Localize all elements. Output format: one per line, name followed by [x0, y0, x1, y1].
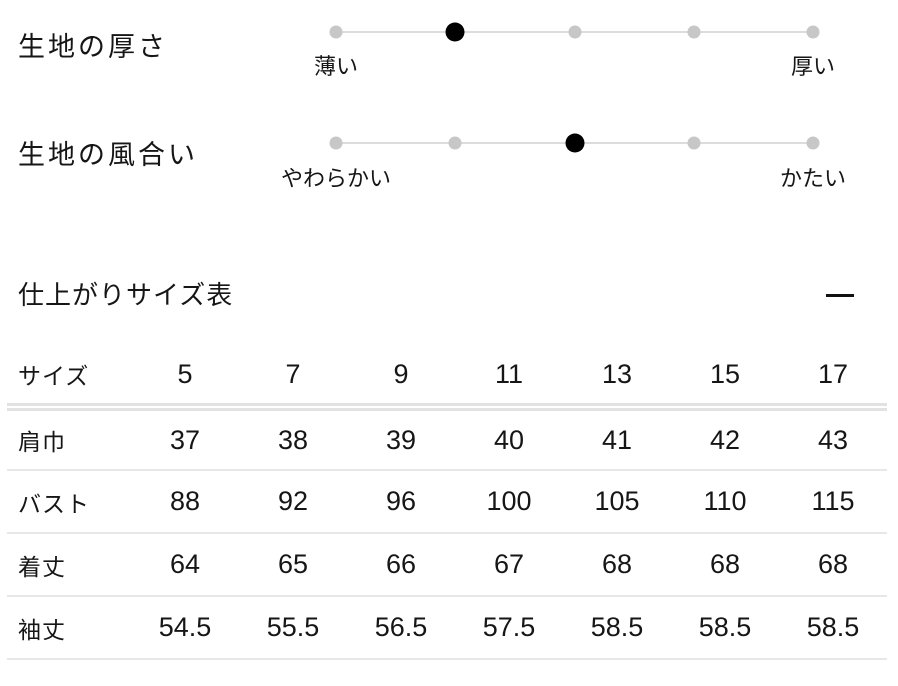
slider-min-label: 薄い — [313, 54, 359, 79]
measurement-value-cell: 100 — [455, 470, 563, 534]
slider-min-label: やわらかい — [280, 166, 392, 191]
slider-dot — [329, 25, 343, 39]
size-table: サイズ 5 7 9 11 13 15 17 肩巾 37 38 39 40 41 42 43 バスト 88 92 96… — [7, 345, 887, 660]
measurement-value-cell: 58.5 — [563, 596, 671, 660]
measurement-value-cell: 56.5 — [347, 596, 455, 660]
size-column-header: 11 — [455, 345, 563, 411]
slider-max-label: 厚い — [790, 54, 836, 79]
size-table-row: 肩巾 37 38 39 40 41 42 43 — [7, 407, 887, 471]
measurement-value-cell: 110 — [671, 470, 779, 534]
measurement-value-cell: 42 — [671, 407, 779, 471]
measurement-value-cell: 40 — [455, 407, 563, 471]
measurement-value-cell: 64 — [131, 533, 239, 597]
measurement-row-label: 袖丈 — [7, 596, 131, 660]
slider-dot — [448, 136, 462, 150]
measurement-value-cell: 68 — [563, 533, 671, 597]
size-section-header[interactable]: 仕上がりサイズ表 — [0, 278, 898, 320]
size-column-header: 13 — [563, 345, 671, 411]
size-column-header: 9 — [347, 345, 455, 411]
measurement-value-cell: 105 — [563, 470, 671, 534]
slider-max-label: かたい — [779, 166, 847, 191]
size-table-row: 袖丈 54.5 55.5 56.5 57.5 58.5 58.5 58.5 — [7, 596, 887, 660]
slider-dot — [806, 25, 820, 39]
slider-dot — [568, 25, 581, 39]
collapse-minus-icon[interactable] — [826, 294, 854, 297]
measurement-row-label: 肩巾 — [7, 407, 131, 471]
size-column-header: 17 — [779, 345, 887, 411]
fabric-texture-title: 生地の風合い — [18, 140, 198, 170]
size-table-body: 肩巾 37 38 39 40 41 42 43 バスト 88 92 96 100 105 110 115 着丈 6… — [7, 407, 887, 660]
size-column-header: 5 — [131, 345, 239, 411]
size-table-row: 着丈 64 65 66 67 68 68 68 — [7, 533, 887, 597]
measurement-row-label: 着丈 — [7, 533, 131, 597]
measurement-value-cell: 58.5 — [671, 596, 779, 660]
measurement-value-cell: 55.5 — [239, 596, 347, 660]
measurement-value-cell: 43 — [779, 407, 887, 471]
slider-dot-selected — [445, 22, 465, 42]
size-section-title: 仕上がりサイズ表 — [18, 280, 234, 310]
measurement-value-cell: 37 — [131, 407, 239, 471]
measurement-value-cell: 39 — [347, 407, 455, 471]
size-table-header-row: サイズ 5 7 9 11 13 15 17 — [7, 345, 887, 411]
slider-dot — [806, 136, 820, 150]
measurement-value-cell: 68 — [671, 533, 779, 597]
measurement-value-cell: 65 — [239, 533, 347, 597]
fabric-thickness-title: 生地の厚さ — [18, 32, 168, 62]
measurement-value-cell: 66 — [347, 533, 455, 597]
slider-dot — [687, 25, 701, 39]
slider-dot-selected — [565, 133, 584, 153]
measurement-value-cell: 41 — [563, 407, 671, 471]
measurement-value-cell: 88 — [131, 470, 239, 534]
measurement-value-cell: 58.5 — [779, 596, 887, 660]
measurement-value-cell: 54.5 — [131, 596, 239, 660]
measurement-row-label: バスト — [7, 470, 131, 534]
slider-dot — [687, 136, 701, 150]
measurement-value-cell: 115 — [779, 470, 887, 534]
size-table-row: バスト 88 92 96 100 105 110 115 — [7, 470, 887, 534]
size-column-header: 15 — [671, 345, 779, 411]
measurement-value-cell: 38 — [239, 407, 347, 471]
measurement-value-cell: 68 — [779, 533, 887, 597]
measurement-value-cell: 92 — [239, 470, 347, 534]
measurement-value-cell: 96 — [347, 470, 455, 534]
measurement-value-cell: 57.5 — [455, 596, 563, 660]
slider-dot — [329, 136, 343, 150]
measurement-value-cell: 67 — [455, 533, 563, 597]
size-column-header: 7 — [239, 345, 347, 411]
size-table-corner-label: サイズ — [7, 345, 131, 411]
